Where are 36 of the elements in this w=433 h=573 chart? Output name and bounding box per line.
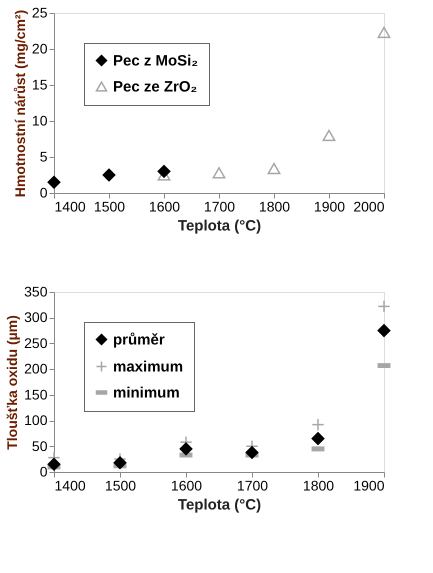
x-tick-label: 2000 (353, 198, 385, 214)
legend-label: Pec z MoSi₂ (113, 52, 198, 70)
x-tick-label: 1900 (353, 478, 385, 494)
y-axis-title: Hmotnostní nárůst (mg/cm²) (12, 10, 28, 198)
x-tick-label: 1800 (258, 198, 290, 214)
x-tick-label: 1900 (314, 198, 346, 214)
y-tick-label: 10 (32, 112, 48, 128)
y-axis-title: Tloušťka oxidu (µm) (4, 315, 20, 450)
x-tick-label: 1400 (54, 478, 86, 494)
y-tick-label: 150 (24, 386, 48, 402)
x-tick-label: 1700 (236, 478, 268, 494)
y-tick-label: 25 (32, 4, 48, 20)
y-tick-label: 100 (24, 412, 48, 428)
y-tick-label: 50 (32, 438, 48, 454)
x-tick-label: 1400 (54, 198, 86, 214)
x-tick-label: 1500 (104, 478, 136, 494)
x-tick-label: 1600 (148, 198, 180, 214)
y-tick-label: 0 (40, 464, 48, 480)
legend-label: maximum (113, 358, 184, 376)
legend-label: minimum (113, 384, 180, 402)
y-tick-label: 300 (24, 309, 48, 326)
x-tick-label: 1700 (204, 198, 236, 214)
y-tick-label: 5 (40, 148, 48, 164)
legend-label: průměr (113, 332, 165, 348)
x-tick-label: 1800 (302, 478, 334, 494)
x-tick-label: 1500 (94, 198, 126, 214)
legend-label: Pec ze ZrO₂ (113, 78, 198, 96)
y-tick-label: 250 (24, 334, 48, 351)
y-tick-label: 350 (24, 284, 48, 300)
x-axis-title: Teplota (°C) (178, 496, 262, 514)
y-tick-label: 15 (32, 76, 48, 92)
x-axis-title: Teplota (°C) (178, 218, 262, 234)
y-tick-label: 200 (24, 360, 48, 377)
y-tick-label: 0 (40, 184, 48, 200)
x-tick-label: 1600 (170, 478, 202, 494)
y-tick-label: 20 (32, 40, 48, 56)
